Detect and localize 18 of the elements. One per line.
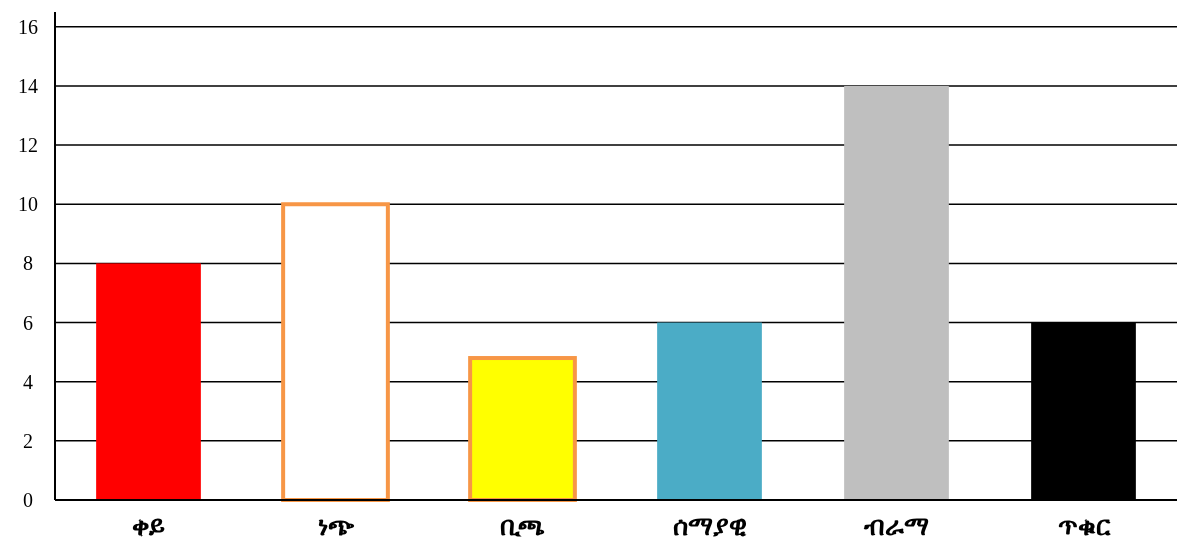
x-tick-label: ብራማ	[863, 512, 929, 541]
y-tick-label: 8	[23, 252, 33, 275]
y-tick-label: 6	[23, 311, 33, 334]
bar	[844, 85, 949, 500]
y-tick-label: 12	[18, 134, 38, 157]
x-tick-label: ሰማያዊ	[672, 512, 747, 541]
y-tick-label: 4	[23, 370, 33, 393]
y-tick-label: 10	[18, 193, 38, 216]
x-tick-label: ጥቁር	[1057, 512, 1111, 541]
bar	[96, 263, 201, 500]
y-tick-label: 0	[23, 489, 33, 511]
x-tick-label: ቢጫ	[500, 512, 545, 541]
x-tick-label: ነጭ	[317, 512, 355, 541]
x-tick-label: ቀይ	[132, 512, 165, 541]
y-tick-label: 14	[18, 74, 38, 97]
bar	[657, 322, 762, 500]
y-tick-label: 2	[23, 429, 33, 452]
y-tick-label: 16	[18, 15, 38, 38]
